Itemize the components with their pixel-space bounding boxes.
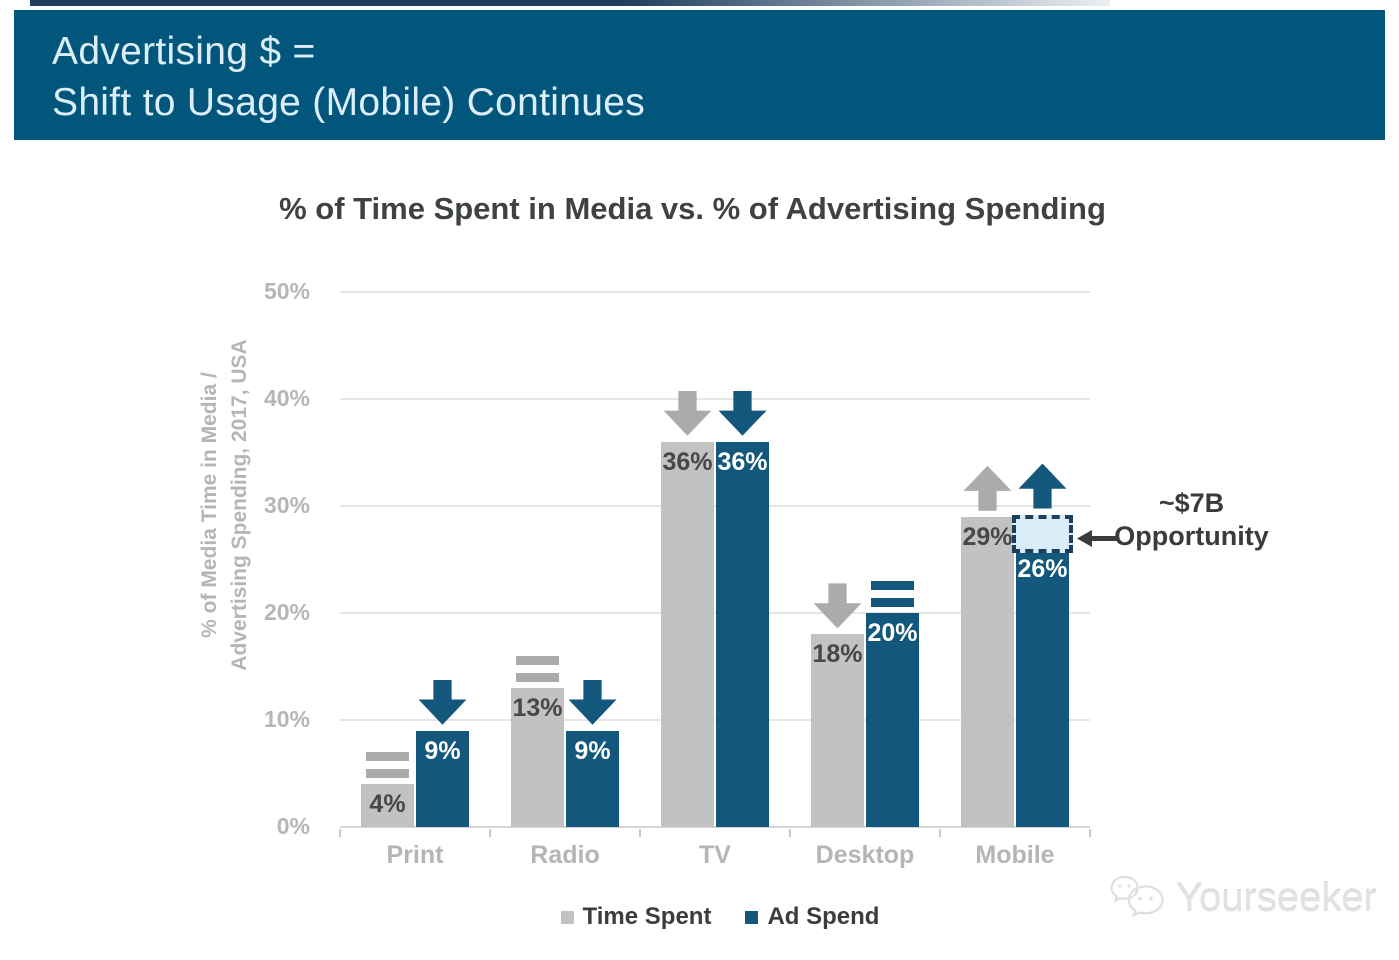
bar-ad-spend-mobile: 26% — [1016, 548, 1069, 827]
legend-swatch-time-spent-icon — [560, 910, 574, 924]
bar-value-label-time-spent-print: 4% — [369, 790, 406, 819]
bar-value-label-time-spent-desktop: 18% — [812, 640, 863, 669]
trend-flat-icon — [871, 598, 914, 607]
chart-title: % of Time Spent in Media vs. % of Advert… — [279, 191, 1106, 226]
watermark-text: Yourseeker — [1176, 875, 1377, 920]
x-axis-label-desktop: Desktop — [815, 841, 915, 869]
legend-item-ad-spend: Ad Spend — [745, 903, 879, 931]
watermark: Yourseeker — [1110, 874, 1377, 922]
legend-swatch-ad-spend-icon — [745, 910, 759, 924]
legend-label-ad-spend: Ad Spend — [767, 903, 880, 930]
trend-up-arrow-icon — [963, 465, 1012, 511]
opportunity-annotation-line1: ~$7B — [1158, 488, 1225, 518]
bar-ad-spend-tv: 36% — [716, 441, 769, 827]
legend: Time Spent Ad Spend — [340, 903, 1100, 931]
x-axis-tick — [789, 829, 791, 837]
top-edge-strip — [30, 0, 1110, 6]
bar-value-label-ad-spend-mobile: 26% — [1017, 554, 1068, 583]
y-axis-tick-label: 40% — [263, 385, 310, 411]
gridline — [340, 826, 1090, 828]
y-axis-tick-label: 10% — [263, 706, 310, 732]
y-axis-tick-label: 0% — [276, 813, 310, 839]
opportunity-annotation-line2: Opportunity — [1114, 521, 1269, 551]
x-axis-tick — [489, 829, 491, 837]
gridline — [340, 719, 1090, 721]
x-axis-tick — [1089, 829, 1091, 837]
opportunity-gap-box — [1012, 514, 1073, 553]
bar-ad-spend-print: 9% — [416, 730, 469, 827]
trend-up-arrow-icon — [1018, 463, 1067, 509]
bar-value-label-time-spent-radio: 13% — [512, 693, 563, 722]
trend-down-arrow-icon — [418, 679, 467, 725]
bar-time-spent-mobile: 29% — [961, 516, 1014, 827]
y-axis-tick-label: 50% — [263, 278, 310, 304]
x-axis-label-radio: Radio — [530, 841, 600, 869]
trend-flat-icon — [366, 769, 409, 779]
bar-value-label-ad-spend-radio: 9% — [574, 736, 611, 765]
x-axis-label-tv: TV — [699, 841, 731, 869]
bar-value-label-ad-spend-desktop: 20% — [867, 619, 918, 647]
x-axis-tick — [939, 829, 941, 837]
bar-ad-spend-desktop: 20% — [866, 613, 919, 827]
trend-flat-icon — [366, 752, 409, 762]
trend-down-arrow-icon — [568, 679, 617, 725]
header-banner: Advertising $ = Shift to Usage (Mobile) … — [14, 10, 1385, 140]
x-axis-label-mobile: Mobile — [975, 841, 1055, 869]
gridline — [340, 291, 1090, 293]
trend-down-arrow-icon — [813, 583, 862, 629]
bar-time-spent-radio: 13% — [511, 687, 564, 827]
bar-time-spent-tv: 36% — [661, 441, 714, 827]
bar-value-label-time-spent-mobile: 29% — [962, 522, 1013, 551]
y-axis-label-line1: % of Media Time in Media / — [198, 372, 221, 638]
bar-ad-spend-radio: 9% — [566, 730, 619, 827]
bar-time-spent-desktop: 18% — [811, 634, 864, 827]
x-axis-tick — [639, 829, 641, 837]
annotation-arrow-line — [1089, 536, 1117, 541]
x-axis-tick — [339, 829, 341, 837]
y-axis-tick-label: 20% — [263, 599, 310, 625]
trend-flat-icon — [871, 581, 914, 590]
bar-value-label-ad-spend-tv: 36% — [717, 447, 768, 476]
bar-value-label-ad-spend-print: 9% — [424, 736, 461, 765]
legend-item-time-spent: Time Spent — [560, 903, 712, 931]
bar-time-spent-print: 4% — [361, 784, 414, 827]
x-axis-label-print: Print — [386, 841, 444, 869]
legend-label-time-spent: Time Spent — [582, 903, 712, 930]
wechat-logo-icon — [1110, 875, 1164, 918]
gridline — [340, 505, 1090, 507]
trend-flat-icon — [516, 672, 559, 682]
header-title-line1: Advertising $ = — [52, 30, 316, 73]
y-axis-tick-label: 30% — [263, 492, 310, 518]
trend-flat-icon — [516, 655, 559, 665]
gridline — [340, 398, 1090, 400]
gridline — [340, 612, 1090, 614]
header-title-line2: Shift to Usage (Mobile) Continues — [52, 81, 646, 124]
bar-value-label-time-spent-tv: 36% — [662, 447, 713, 476]
opportunity-annotation: ~$7B Opportunity — [1104, 487, 1279, 553]
